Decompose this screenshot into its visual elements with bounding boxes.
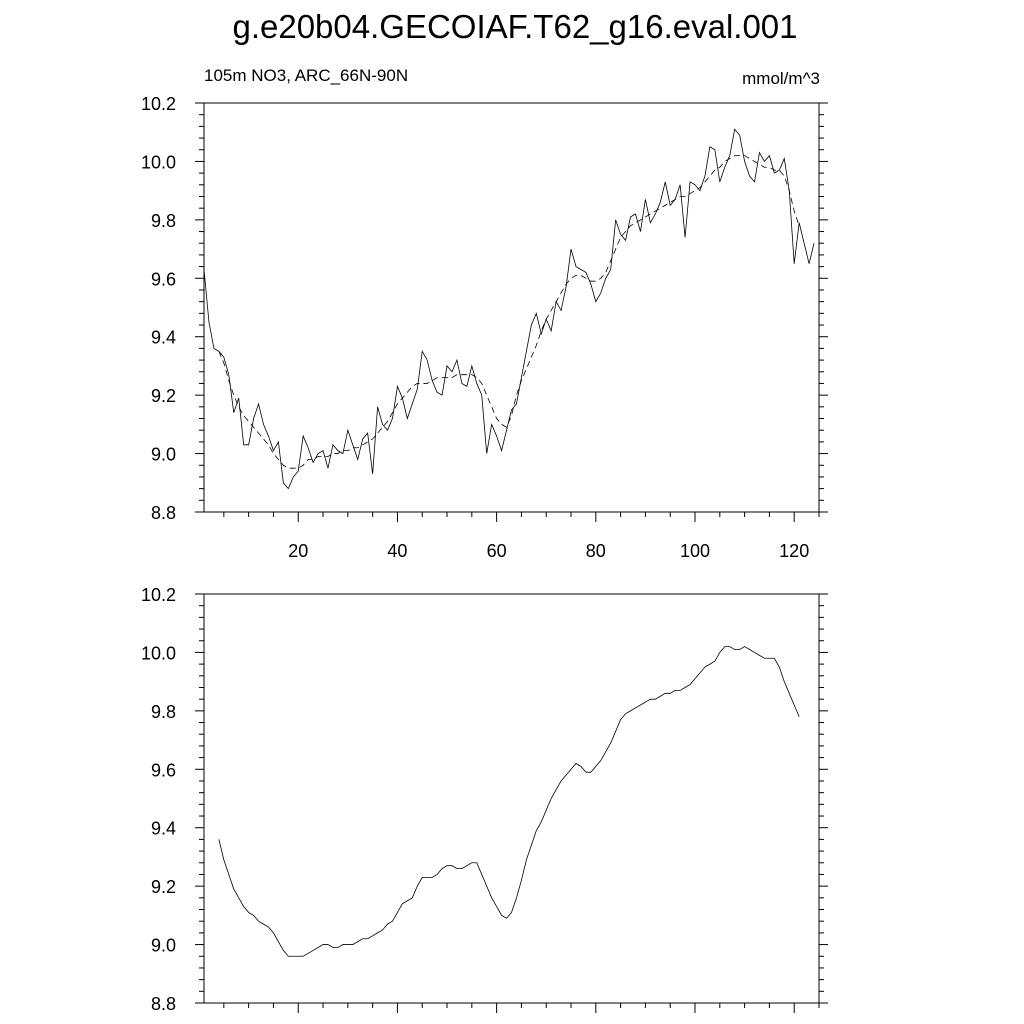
- y-tick-label: 9.0: [151, 936, 176, 956]
- y-tick-label: 9.6: [151, 269, 176, 289]
- y-tick-label: 8.8: [151, 994, 176, 1014]
- x-tick-label: 60: [487, 541, 507, 561]
- y-tick-label: 9.6: [151, 760, 176, 780]
- x-tick-label: 100: [680, 541, 710, 561]
- smoothed-series-line-panel-1: [218, 155, 800, 469]
- y-tick-label: 9.2: [151, 386, 176, 406]
- x-tick-label: 40: [387, 541, 407, 561]
- units-label: mmol/m^3: [742, 69, 820, 88]
- plot-frame-1: [203, 102, 820, 513]
- y-tick-label: 8.8: [151, 503, 176, 523]
- y-tick-label: 9.0: [151, 445, 176, 465]
- x-tick-label: 80: [586, 541, 606, 561]
- chart-title: g.e20b04.GECOIAF.T62_g16.eval.001: [232, 8, 798, 45]
- y-tick-label: 9.8: [151, 211, 176, 231]
- y-tick-label: 10.2: [141, 585, 176, 605]
- series-line-panel-1: [203, 128, 815, 490]
- x-tick-label: 120: [779, 541, 809, 561]
- y-tick-label: 9.2: [151, 877, 176, 897]
- x-tick-label: 20: [288, 541, 308, 561]
- y-tick-label: 9.4: [151, 328, 176, 348]
- y-tick-label: 9.8: [151, 702, 176, 722]
- plot-frame-2: [203, 593, 820, 1004]
- series-line-panel-2: [218, 646, 800, 957]
- y-tick-label: 10.0: [141, 643, 176, 663]
- y-tick-label: 9.4: [151, 819, 176, 839]
- y-tick-label: 10.0: [141, 152, 176, 172]
- y-tick-label: 10.2: [141, 94, 176, 114]
- variable-region-label: 105m NO3, ARC_66N-90N: [204, 66, 409, 85]
